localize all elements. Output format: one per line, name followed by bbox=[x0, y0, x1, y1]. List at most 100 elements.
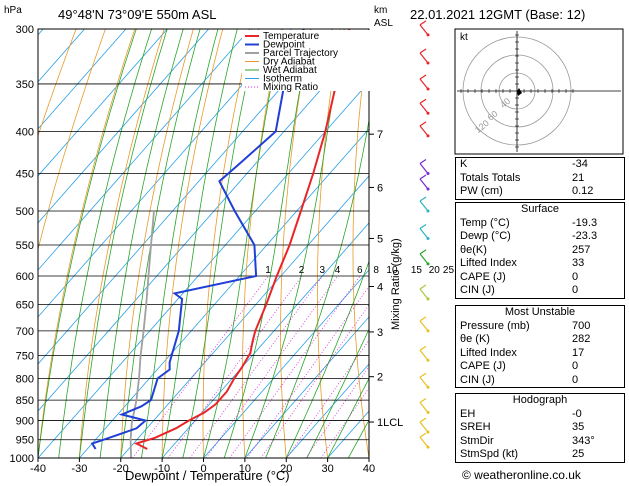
dewpoint-line bbox=[90, 29, 305, 450]
km-unit: km bbox=[374, 5, 387, 16]
altitude-tick-label: 3 bbox=[377, 327, 383, 339]
wet-adiabat-line bbox=[99, 29, 184, 458]
wind-barb-flag bbox=[419, 345, 427, 351]
most-unstable-panel: Most Unstable Pressure (mb) 700 θe (K) 282 L… bbox=[455, 305, 625, 388]
pressure-tick-label: 1000 bbox=[10, 453, 34, 465]
wind-barb bbox=[419, 78, 429, 90]
legend-label: Dewpoint bbox=[263, 40, 305, 51]
hodograph-table-panel: Hodograph EH -0 SREH 35 StmDir 343° StmSpd (kt… bbox=[455, 393, 625, 463]
pressure-tick-label: 300 bbox=[16, 24, 34, 36]
row-label: EH bbox=[460, 407, 476, 420]
forecast-datetime: 22.01.2021 12GMT (Base: 12) bbox=[410, 7, 585, 22]
mixing-ratio-lines bbox=[132, 275, 369, 458]
surface-title: Surface bbox=[521, 203, 559, 216]
isotherm-line bbox=[285, 363, 369, 458]
mixing-ratio-line bbox=[320, 387, 369, 458]
row-label: StmSpd (kt) bbox=[460, 448, 519, 461]
wind-barb-dot bbox=[426, 385, 430, 389]
row-label: Pressure (mb) bbox=[460, 319, 530, 332]
wind-barb-dot bbox=[426, 430, 430, 434]
row-label: Totals Totals bbox=[460, 171, 521, 184]
row-value: -34 bbox=[572, 158, 588, 171]
pressure-axis: 300 350 400 450 500 550 600 650 700 750 800 850 900 9… bbox=[10, 24, 34, 465]
mixing-ratio-line bbox=[246, 285, 369, 458]
mixing-ratio-label: 1 bbox=[265, 265, 271, 276]
mixing-ratio-line bbox=[167, 275, 303, 458]
wind-barb bbox=[419, 200, 429, 212]
pressure-tick-label: 650 bbox=[16, 300, 34, 312]
row-label: PW (cm) bbox=[460, 185, 503, 198]
wind-barb bbox=[419, 178, 429, 190]
wind-barb-dot bbox=[426, 410, 430, 414]
wind-barb-dot bbox=[426, 134, 430, 138]
isotherm-line bbox=[38, 29, 251, 271]
table-row: EH -0 bbox=[456, 408, 624, 422]
wind-barb-flag bbox=[419, 74, 427, 80]
row-label: θe(K) bbox=[460, 243, 487, 256]
wind-barb-dot bbox=[426, 445, 430, 449]
wind-barb-dot bbox=[426, 111, 430, 115]
wind-barb-dot bbox=[426, 209, 430, 213]
parcel-trajectory-line bbox=[129, 210, 155, 458]
row-label: Temp (°C) bbox=[460, 216, 510, 229]
pressure-tick-label: 900 bbox=[16, 415, 34, 427]
pressure-tick-label: 800 bbox=[16, 373, 34, 385]
pressure-tick-label: 350 bbox=[16, 79, 34, 91]
wind-barb bbox=[419, 52, 429, 64]
row-value: 21 bbox=[572, 171, 585, 184]
wind-barb bbox=[419, 320, 429, 332]
wind-barb-dot bbox=[426, 297, 430, 301]
legend-label: Temperature bbox=[263, 31, 320, 42]
row-value: 0 bbox=[572, 373, 579, 386]
row-label: Lifted Index bbox=[460, 346, 517, 359]
wind-barb-flag bbox=[419, 397, 427, 403]
wind-barb-flag bbox=[419, 372, 427, 378]
wind-barb-dot bbox=[426, 329, 430, 333]
isotherm-line bbox=[38, 81, 369, 458]
row-value: 282 bbox=[572, 333, 591, 346]
wind-barb-flag bbox=[419, 158, 427, 164]
wind-barb-dot bbox=[426, 187, 430, 191]
table-row: CIN (J) 0 bbox=[456, 284, 624, 298]
wind-barb-dot bbox=[426, 262, 430, 266]
wind-barb bbox=[419, 24, 429, 36]
indices-panel: K -34 Totals Totals 21 PW (cm) 0.12 bbox=[455, 157, 625, 200]
hodograph-ring-label: 60 bbox=[486, 109, 500, 123]
mixing-ratio-line bbox=[286, 339, 369, 458]
wind-barb bbox=[419, 376, 429, 388]
dry-adiabat-line bbox=[38, 29, 106, 252]
row-value: 257 bbox=[572, 243, 591, 256]
table-row: StmSpd (kt) 25 bbox=[456, 448, 624, 462]
wind-barb bbox=[419, 349, 429, 361]
temperature-line bbox=[133, 29, 351, 450]
wind-barb-dot bbox=[426, 358, 430, 362]
dry-adiabat-line bbox=[421, 29, 452, 458]
isotherm-line bbox=[161, 222, 369, 458]
table-row: CIN (J) 0 bbox=[456, 374, 624, 388]
mixing-ratio-label: 8 bbox=[373, 265, 379, 276]
wind-barb-flag bbox=[419, 196, 427, 202]
row-label: CIN (J) bbox=[460, 373, 495, 386]
isotherm-line bbox=[38, 29, 292, 318]
wind-barb-flag bbox=[419, 223, 427, 229]
dry-adiabat-line bbox=[317, 29, 341, 458]
x-axis-title: Dewpoint / Temperature (°C) bbox=[125, 468, 290, 483]
mixing-ratio-line bbox=[260, 304, 369, 458]
legend-label: Mixing Ratio bbox=[263, 82, 318, 93]
isotherm-line bbox=[120, 175, 369, 458]
hodograph-unit: kt bbox=[460, 32, 468, 43]
mixing-ratio-line bbox=[305, 365, 369, 458]
table-row: SREH 35 bbox=[456, 421, 624, 435]
wind-barb bbox=[419, 125, 429, 137]
pressure-tick-label: 500 bbox=[16, 206, 34, 218]
wind-barb-flag bbox=[419, 417, 427, 423]
mixing-ratio-label: 20 bbox=[429, 265, 441, 276]
profiles bbox=[90, 29, 351, 458]
wet-adiabat-line bbox=[79, 29, 168, 458]
mixing-ratio-labels: 1 2 3 4 6 8 10 15 20 25 bbox=[265, 265, 454, 276]
table-row: StmDir 343° bbox=[456, 435, 624, 449]
row-value: -23.3 bbox=[572, 230, 598, 243]
wind-barb bbox=[419, 402, 429, 413]
temperature-tick-label: 10 bbox=[239, 463, 251, 475]
